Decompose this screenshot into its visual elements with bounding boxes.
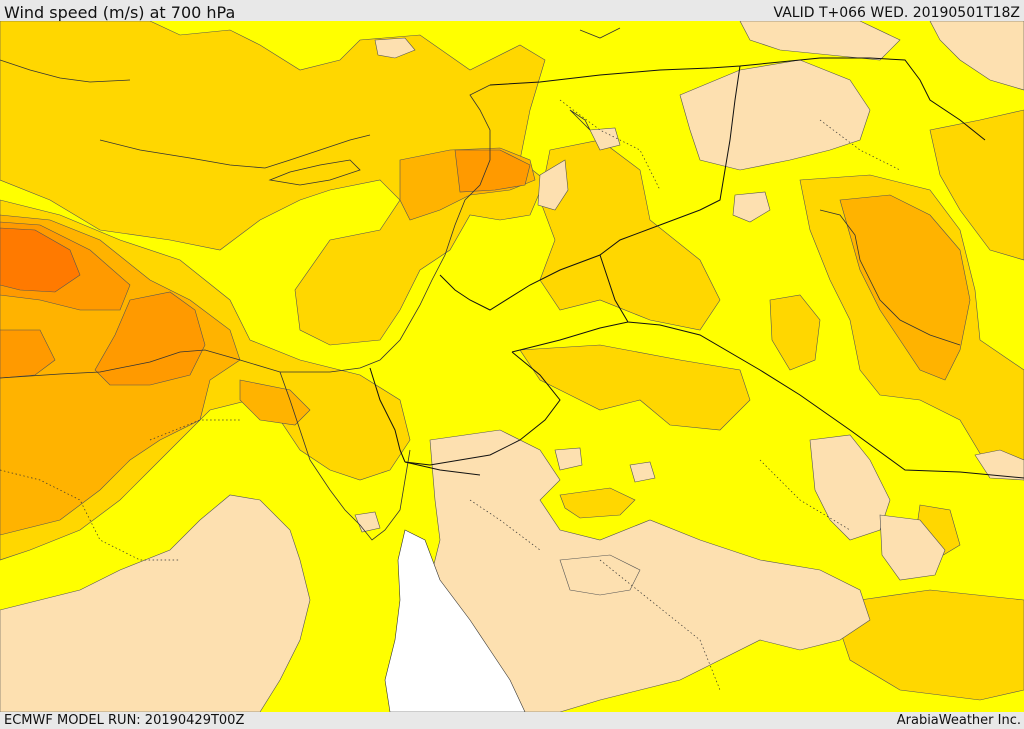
- contour-calm: [0, 21, 1024, 712]
- red-sea-no-data: [384, 529, 526, 712]
- model-run: ECMWF MODEL RUN: 20190429T00Z: [4, 713, 245, 728]
- coastlines: [0, 27, 961, 541]
- footer-bar: ECMWF MODEL RUN: 20190429T00Z ArabiaWeat…: [0, 712, 1024, 729]
- contour-very-strong: [0, 227, 81, 293]
- wind-speed-map[interactable]: [0, 21, 1024, 712]
- credit-text: ArabiaWeather Inc.: [896, 713, 1021, 728]
- map-title: Wind speed (m/s) at 700 hPa: [4, 3, 236, 22]
- valid-time: VALID T+066 WED. 20190501T18Z: [773, 5, 1020, 21]
- header-bar: Wind speed (m/s) at 700 hPa VALID T+066 …: [0, 0, 1024, 22]
- province-borders: [0, 99, 901, 691]
- country-borders: [369, 57, 1024, 479]
